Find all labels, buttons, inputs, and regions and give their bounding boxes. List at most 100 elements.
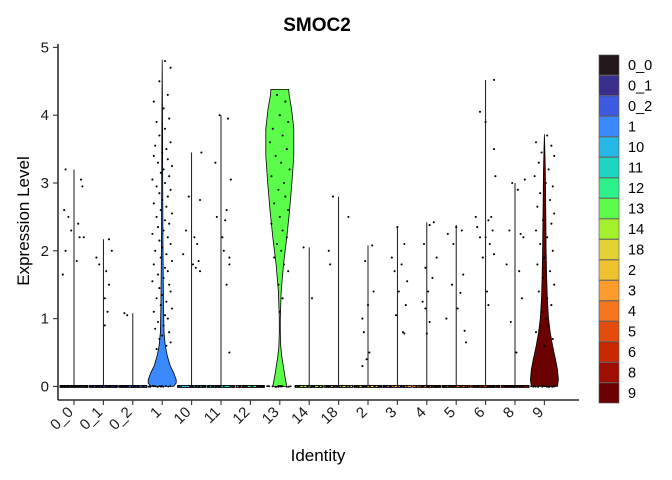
data-point	[543, 385, 546, 388]
data-point	[158, 80, 161, 83]
data-point	[403, 332, 406, 335]
data-point	[161, 198, 164, 202]
data-point	[452, 242, 455, 246]
legend-label: 1	[628, 120, 636, 136]
x-tick-label: 8	[500, 404, 518, 422]
x-tick-label: 2	[353, 404, 371, 422]
data-point	[169, 242, 172, 246]
data-point	[273, 256, 276, 259]
data-point	[228, 263, 231, 266]
data-point	[101, 385, 103, 388]
data-point	[275, 93, 279, 96]
data-point	[106, 310, 109, 313]
data-point	[361, 365, 364, 368]
data-point	[527, 385, 530, 387]
data-point	[539, 192, 542, 195]
data-point	[156, 320, 160, 324]
data-point	[266, 385, 269, 388]
x-tick-label: 5	[441, 404, 459, 422]
data-point	[191, 263, 195, 266]
legend-swatch-10	[598, 136, 620, 158]
data-point	[155, 120, 158, 124]
legend-label: 4	[628, 304, 636, 320]
data-point	[107, 385, 110, 388]
data-point	[221, 236, 224, 239]
legend-label: 10	[628, 140, 644, 156]
data-point	[541, 219, 545, 222]
violin-group-14	[294, 246, 324, 388]
data-point	[163, 181, 167, 185]
data-point	[257, 385, 260, 388]
legend-swatch-9	[598, 382, 620, 404]
data-point	[224, 219, 227, 222]
data-point	[506, 385, 508, 387]
data-point	[383, 385, 386, 388]
data-point	[159, 256, 162, 259]
data-point	[92, 385, 95, 387]
data-point	[163, 127, 167, 130]
data-point	[544, 181, 547, 185]
data-point	[455, 226, 458, 229]
data-point	[365, 358, 368, 361]
data-point	[385, 385, 387, 388]
x-tick-label: 14	[288, 404, 312, 428]
data-point	[534, 141, 538, 144]
data-point	[214, 161, 217, 164]
data-point	[120, 385, 122, 387]
legend-swatch-5	[598, 321, 620, 342]
violin-group-4	[412, 221, 442, 388]
data-point	[268, 141, 272, 144]
data-point	[546, 134, 549, 137]
data-point	[287, 120, 290, 124]
data-point	[492, 253, 496, 256]
data-point	[534, 331, 538, 334]
data-point	[463, 329, 466, 332]
data-point	[426, 385, 428, 388]
data-point	[540, 151, 543, 154]
data-point	[287, 385, 290, 388]
violin-group-12	[235, 384, 265, 388]
data-point	[243, 385, 246, 388]
data-point	[393, 270, 396, 273]
data-point	[510, 385, 512, 388]
data-point	[161, 293, 164, 296]
data-point	[277, 188, 280, 191]
data-point	[318, 385, 320, 388]
data-point	[225, 209, 228, 212]
data-point	[489, 386, 492, 388]
data-point	[285, 148, 288, 151]
data-point	[536, 205, 539, 208]
data-point	[443, 385, 446, 388]
data-point	[107, 283, 111, 286]
data-point	[196, 242, 199, 246]
data-point	[233, 385, 235, 388]
data-point	[159, 385, 162, 388]
data-point	[432, 221, 435, 224]
data-point	[130, 386, 133, 388]
data-point	[394, 314, 398, 317]
data-point	[103, 297, 106, 300]
data-point	[287, 270, 290, 273]
violin-group-1	[147, 59, 177, 388]
data-point	[311, 385, 313, 387]
legend-swatch-4	[598, 300, 620, 322]
violin-group-9	[529, 134, 559, 388]
data-point	[166, 317, 169, 320]
data-point	[306, 385, 309, 388]
x-tick-label: 18	[318, 404, 342, 428]
data-point	[156, 273, 160, 276]
data-point	[229, 178, 232, 181]
data-point	[63, 209, 66, 212]
data-point	[427, 385, 430, 388]
legend-swatch-1	[598, 116, 620, 137]
data-point	[225, 283, 228, 286]
violin-group-10	[177, 151, 207, 388]
data-point	[122, 385, 125, 387]
x-tick-label: 0_0	[47, 404, 77, 434]
legend-label: 2	[628, 263, 636, 279]
data-point	[180, 386, 182, 388]
data-point	[450, 283, 454, 286]
data-point	[151, 232, 154, 235]
data-point	[321, 386, 323, 388]
data-point	[151, 178, 154, 181]
